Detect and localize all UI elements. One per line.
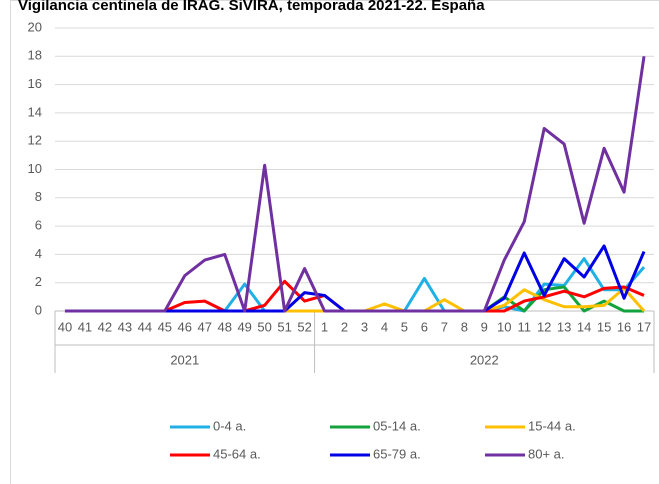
- x-tick-label: 13: [557, 319, 571, 334]
- series-line: [64, 56, 646, 313]
- y-tick-label: 2: [35, 274, 42, 289]
- legend-label: 05-14 a.: [373, 418, 421, 433]
- x-tick-label: 10: [497, 319, 511, 334]
- x-tick-label: 6: [421, 319, 428, 334]
- x-tick-label: 42: [98, 319, 112, 334]
- x-tick-label: 50: [257, 319, 271, 334]
- y-tick-label: 0: [35, 302, 42, 317]
- x-tick-label: 17: [637, 319, 651, 334]
- x-tick-label: 48: [217, 319, 231, 334]
- y-tick-label: 16: [28, 76, 42, 91]
- legend-label: 15-44 a.: [528, 418, 576, 433]
- group-label: 2022: [470, 352, 499, 367]
- x-tick-label: 14: [577, 319, 591, 334]
- x-tick-label: 15: [597, 319, 611, 334]
- legend-label: 0-4 a.: [213, 418, 246, 433]
- x-tick-label: 8: [461, 319, 468, 334]
- x-tick-label: 16: [617, 319, 631, 334]
- y-tick-label: 8: [35, 189, 42, 204]
- legend-label: 65-79 a.: [373, 446, 421, 461]
- group-label: 2021: [170, 352, 199, 367]
- x-tick-label: 4: [381, 319, 388, 334]
- chart-title: Vigilancia centinela de IRAG. SiVIRA, te…: [18, 0, 485, 14]
- x-tick-label: 45: [158, 319, 172, 334]
- x-tick-label: 41: [78, 319, 92, 334]
- y-tick-label: 6: [35, 218, 42, 233]
- x-tick-label: 51: [277, 319, 291, 334]
- series-line: [64, 285, 645, 313]
- y-tick-label: 18: [28, 48, 42, 63]
- x-tick-label: 3: [361, 319, 368, 334]
- x-tick-label: 9: [481, 319, 488, 334]
- legend-label: 45-64 a.: [213, 446, 261, 461]
- y-tick-label: 20: [28, 19, 42, 34]
- y-tick-label: 12: [28, 133, 42, 148]
- x-tick-label: 2: [341, 319, 348, 334]
- y-tick-label: 10: [28, 161, 42, 176]
- legend-label: 80+ a.: [528, 446, 565, 461]
- x-tick-label: 44: [138, 319, 152, 334]
- x-tick-label: 43: [118, 319, 132, 334]
- x-tick-label: 47: [198, 319, 212, 334]
- x-tick-label: 49: [237, 319, 251, 334]
- series-line: [64, 244, 646, 313]
- x-tick-label: 11: [517, 319, 531, 334]
- x-tick-label: 5: [401, 319, 408, 334]
- x-tick-label: 1: [321, 319, 328, 334]
- x-tick-label: 46: [178, 319, 192, 334]
- x-tick-label: 52: [297, 319, 311, 334]
- y-tick-label: 4: [35, 246, 42, 261]
- chart-border: [10, 0, 659, 484]
- x-tick-label: 12: [537, 319, 551, 334]
- y-tick-label: 14: [28, 104, 42, 119]
- x-tick-label: 40: [58, 319, 72, 334]
- x-tick-label: 7: [441, 319, 448, 334]
